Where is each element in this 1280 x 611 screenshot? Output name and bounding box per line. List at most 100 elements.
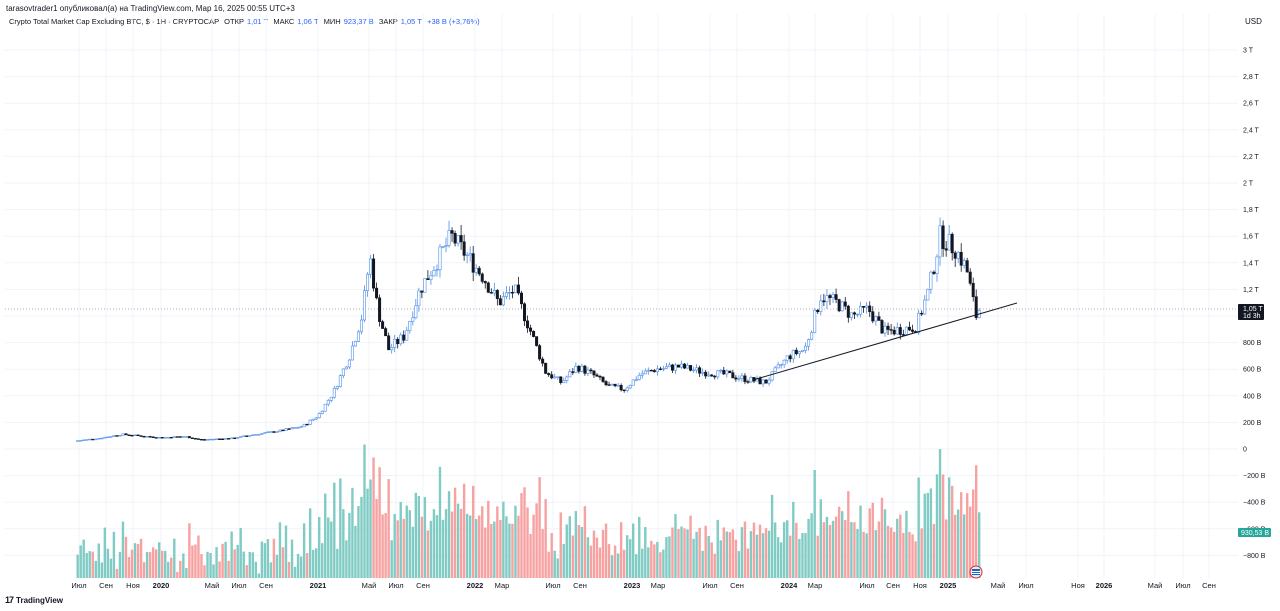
candle-body [169,436,173,439]
candle-body [689,365,693,371]
candle-body [308,419,312,425]
volume-bar [908,531,911,578]
volume-bar [598,547,602,578]
volume-bar [124,536,128,578]
volume-bar [862,531,865,578]
volume-bar [330,521,333,578]
candle-body [290,427,294,430]
candle-body [743,375,747,382]
candle-body [495,290,499,299]
flag-icon[interactable] [969,565,983,579]
volume-bar [957,509,960,578]
volume-bar [170,557,173,578]
volume-bar [154,549,158,578]
candle-body [889,329,893,331]
candle-body [865,305,869,308]
candle-body [248,435,252,437]
volume-bar [632,523,635,578]
candle-body [598,375,602,378]
volume-bar [151,547,155,578]
candle-body [855,313,859,316]
volume-bar [324,493,327,578]
candle-body [737,378,741,380]
legend-symbol[interactable]: Crypto Total Market Cap Excluding BTC, $… [9,17,220,26]
volume-bar [218,561,221,578]
x-tick-label: Ноя [913,581,927,590]
y-tick-label: 2,8 T [1243,74,1260,81]
candle-body [317,413,321,419]
candle-body [773,367,777,372]
volume-bar [490,524,493,578]
y-tick-label: −800 B [1243,553,1266,560]
volume-bar [944,519,948,578]
volume-bar [785,520,789,578]
volume-bar [902,533,905,578]
candle-body [613,383,617,387]
candle-body [895,327,899,335]
volume-bar [538,477,541,578]
volume-bar [541,529,544,578]
candle-body [405,330,409,341]
volume-bar [761,533,765,578]
volume-bar [136,544,140,578]
volume-bar [963,514,966,578]
volume-bar [659,552,662,578]
candle-body [414,305,418,319]
candle-body [154,437,158,439]
candle-body [260,433,264,435]
candle-body [212,438,216,441]
candle-body [929,271,933,290]
volume-bar [734,539,738,578]
volume-bar [896,518,899,578]
y-tick-label: 400 B [1243,393,1262,400]
candle-body [574,366,578,373]
candle-body [622,389,626,392]
volume-bar [610,555,614,578]
candle-body [658,368,662,370]
currency-label[interactable]: USD [1245,17,1262,26]
volume-bar [432,509,436,578]
osc-tag-value: 930,53 B [1241,530,1269,537]
candle-body [655,368,659,373]
candle-body [559,376,563,383]
volume-bar [899,514,902,578]
volume-bar [167,561,170,578]
volume-bar [305,553,309,578]
candle-body [938,225,942,258]
trend-line[interactable] [752,302,1018,381]
candle-body [764,379,768,384]
volume-bar [299,556,303,578]
volume-bar [499,519,502,578]
candle-body [314,417,318,420]
candle-body [181,436,185,438]
candle-body [432,270,436,277]
y-tick-label: 2,4 T [1243,127,1260,134]
candle-body [426,278,430,280]
candle-body [97,438,101,440]
volume-bar [468,515,472,578]
x-tick-label: Сен [99,581,113,590]
volume-bar [139,538,143,578]
candle-body [163,437,167,439]
candle-body [88,438,92,441]
candle-body [85,439,89,441]
volume-bar [622,549,626,578]
y-tick-label: 2,6 T [1243,101,1260,108]
volume-bar [236,544,239,578]
x-tick-label: 2024 [781,581,799,590]
volume-bar [121,521,125,578]
volume-bar [206,551,209,578]
volume-bar [911,534,914,578]
volume-bar [695,531,698,578]
volume-bar [453,487,457,578]
volume-bar [647,547,650,578]
candle-body [178,436,182,438]
candle-body [728,370,732,374]
candle-body [562,380,566,383]
candle-body [462,241,466,256]
candle-body [965,260,969,273]
candle-body [184,436,188,438]
candle-body [935,256,939,274]
volume-bar [227,560,230,578]
